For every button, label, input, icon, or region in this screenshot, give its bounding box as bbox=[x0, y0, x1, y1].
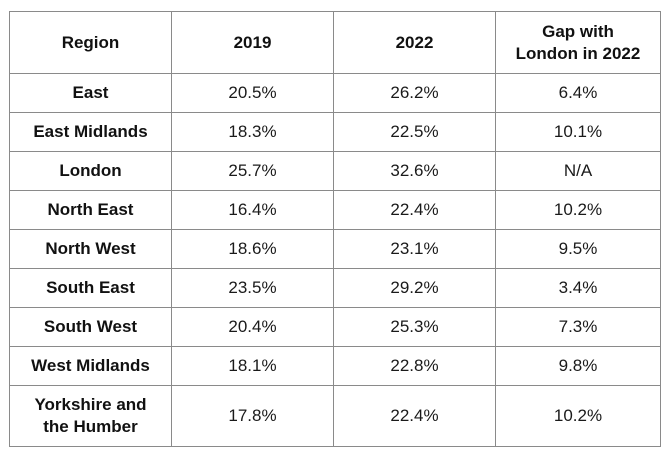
region-cell: North East bbox=[9, 190, 172, 230]
gap-cell: 10.2% bbox=[495, 385, 661, 447]
value-2019-cell: 20.5% bbox=[171, 73, 334, 113]
value-2022-cell: 22.4% bbox=[333, 190, 496, 230]
value-2022-cell: 23.1% bbox=[333, 229, 496, 269]
gap-cell: 7.3% bbox=[495, 307, 661, 347]
value-2022-cell: 22.8% bbox=[333, 346, 496, 386]
value-2022-cell: 26.2% bbox=[333, 73, 496, 113]
value-2019-cell: 16.4% bbox=[171, 190, 334, 230]
table-row: South West 20.4% 25.3% 7.3% bbox=[9, 307, 661, 347]
gap-cell: N/A bbox=[495, 151, 661, 191]
value-2019-cell: 18.3% bbox=[171, 112, 334, 152]
value-2019-cell: 25.7% bbox=[171, 151, 334, 191]
value-2019-cell: 23.5% bbox=[171, 268, 334, 308]
value-2022-cell: 32.6% bbox=[333, 151, 496, 191]
region-cell: East Midlands bbox=[9, 112, 172, 152]
gap-cell: 9.8% bbox=[495, 346, 661, 386]
gap-cell: 6.4% bbox=[495, 73, 661, 113]
value-2019-cell: 20.4% bbox=[171, 307, 334, 347]
data-table-container: Region 2019 2022 Gap with London in 2022… bbox=[9, 11, 661, 447]
region-cell-line1: Yorkshire and bbox=[34, 395, 147, 414]
table-row: North West 18.6% 23.1% 9.5% bbox=[9, 229, 661, 269]
region-cell: East bbox=[9, 73, 172, 113]
header-row: Region 2019 2022 Gap with London in 2022 bbox=[9, 11, 661, 74]
table-row: West Midlands 18.1% 22.8% 9.8% bbox=[9, 346, 661, 386]
region-cell: South East bbox=[9, 268, 172, 308]
region-cell: West Midlands bbox=[9, 346, 172, 386]
header-gap-line2: London in 2022 bbox=[515, 43, 641, 63]
table-row: North East 16.4% 22.4% 10.2% bbox=[9, 190, 661, 230]
table-row: Yorkshire and the Humber 17.8% 22.4% 10.… bbox=[9, 385, 661, 447]
value-2022-cell: 25.3% bbox=[333, 307, 496, 347]
gap-cell: 10.1% bbox=[495, 112, 661, 152]
value-2022-cell: 22.5% bbox=[333, 112, 496, 152]
header-2019: 2019 bbox=[171, 11, 334, 74]
region-cell: South West bbox=[9, 307, 172, 347]
region-cell: Yorkshire and the Humber bbox=[9, 385, 172, 447]
gap-cell: 3.4% bbox=[495, 268, 661, 308]
header-gap-line1: Gap with bbox=[542, 21, 614, 41]
table-row: East Midlands 18.3% 22.5% 10.1% bbox=[9, 112, 661, 152]
header-region: Region bbox=[9, 11, 172, 74]
gap-cell: 10.2% bbox=[495, 190, 661, 230]
header-gap: Gap with London in 2022 bbox=[495, 11, 661, 74]
value-2019-cell: 17.8% bbox=[171, 385, 334, 447]
value-2019-cell: 18.6% bbox=[171, 229, 334, 269]
table-row: London 25.7% 32.6% N/A bbox=[9, 151, 661, 191]
header-2022: 2022 bbox=[333, 11, 496, 74]
table-row: East 20.5% 26.2% 6.4% bbox=[9, 73, 661, 113]
region-cell: North West bbox=[9, 229, 172, 269]
region-cell: London bbox=[9, 151, 172, 191]
value-2019-cell: 18.1% bbox=[171, 346, 334, 386]
value-2022-cell: 22.4% bbox=[333, 385, 496, 447]
table-row: South East 23.5% 29.2% 3.4% bbox=[9, 268, 661, 308]
gap-cell: 9.5% bbox=[495, 229, 661, 269]
regional-data-table: Region 2019 2022 Gap with London in 2022… bbox=[9, 11, 661, 447]
value-2022-cell: 29.2% bbox=[333, 268, 496, 308]
region-cell-line2: the Humber bbox=[43, 417, 138, 436]
